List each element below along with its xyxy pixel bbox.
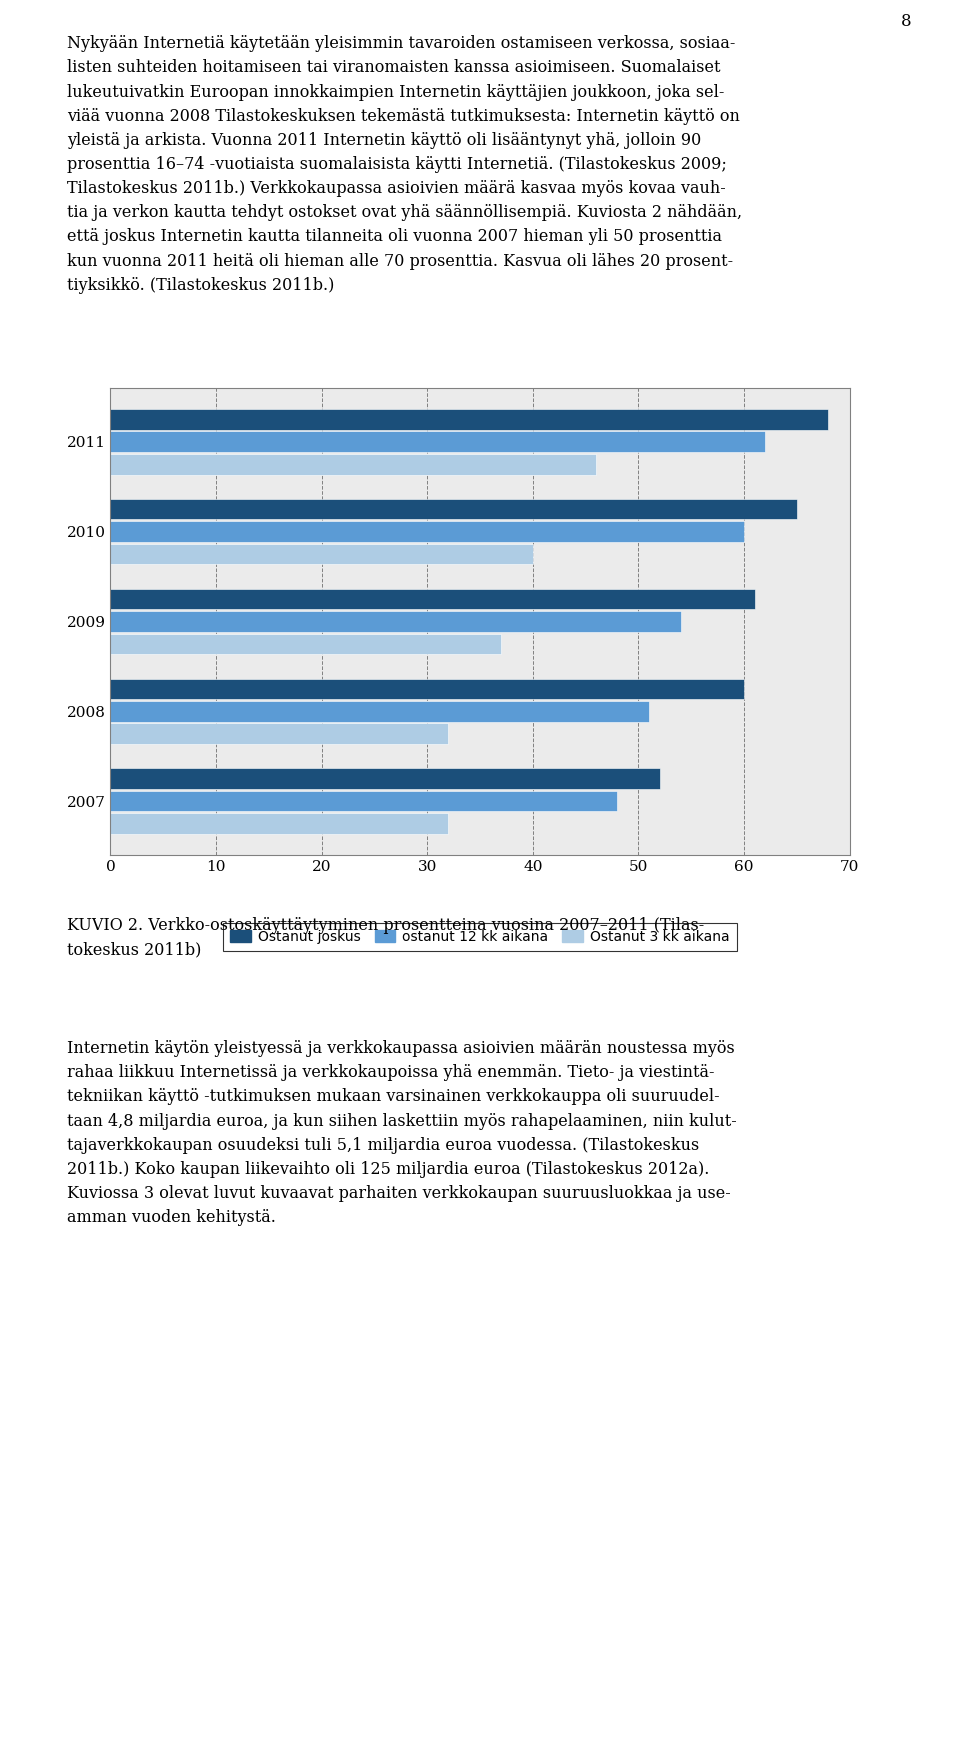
Bar — [110, 769, 660, 790]
Bar — [110, 409, 828, 430]
Bar — [110, 813, 448, 834]
Bar — [110, 679, 744, 700]
Bar — [110, 543, 533, 564]
Bar — [110, 633, 501, 654]
Bar — [110, 723, 448, 744]
Text: Nykyään Internetiä käytetään yleisimmin tavaroiden ostamiseen verkossa, sosiaa-
: Nykyään Internetiä käytetään yleisimmin … — [67, 35, 742, 294]
Bar — [110, 522, 744, 541]
Bar — [110, 499, 797, 520]
Bar — [110, 792, 617, 811]
Bar — [110, 453, 596, 474]
Bar — [110, 612, 681, 631]
Legend: Ostanut joskus, ostanut 12 kk aikana, Ostanut 3 kk aikana: Ostanut joskus, ostanut 12 kk aikana, Os… — [224, 924, 736, 950]
Bar — [110, 432, 765, 451]
Text: Internetin käytön yleistyessä ja verkkokaupassa asioivien määrän noustessa myös
: Internetin käytön yleistyessä ja verkkok… — [67, 1040, 737, 1227]
Bar — [110, 702, 649, 721]
Bar — [110, 589, 755, 610]
Text: 8: 8 — [901, 12, 912, 30]
Text: KUVIO 2. Verkko-ostoskäyttäytyminen prosentteina vuosina 2007–2011 (Tilas-
tokes: KUVIO 2. Verkko-ostoskäyttäytyminen pros… — [67, 917, 705, 957]
